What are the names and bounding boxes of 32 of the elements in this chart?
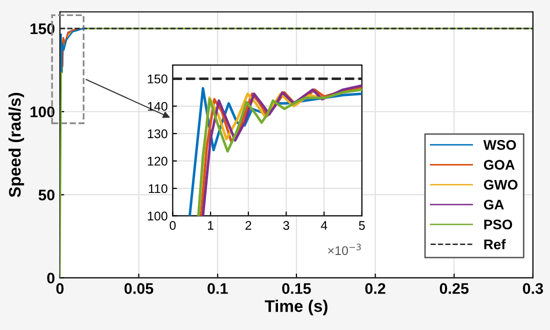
x-tick-label: 0.2 — [365, 283, 386, 294]
legend-label: WSO — [483, 140, 516, 150]
y-tick-label: 50 — [38, 190, 54, 200]
annotation: ×10$^{−3}$ — [328, 244, 361, 256]
x-tick-label: 5 — [358, 221, 365, 230]
x-tick-label: 0.25 — [440, 283, 469, 294]
x-tick-label: 0 — [170, 221, 176, 230]
x-tick-label: 0 — [56, 283, 64, 294]
y-tick-label: 0 — [47, 272, 54, 284]
legend-label: GOA — [484, 160, 515, 170]
x-axis-title: Time (s) — [264, 300, 328, 316]
legend-label: GA — [484, 200, 504, 210]
y-tick-label: 140 — [148, 102, 168, 111]
legend-label: Ref — [484, 239, 506, 250]
y-tick-label: 100 — [30, 106, 54, 118]
x-tick-label: 4 — [320, 221, 328, 230]
y-tick-label: 120 — [148, 156, 168, 166]
x-tick-label: 3 — [283, 221, 290, 230]
y-axis-title: Speed (rad/s) — [8, 92, 24, 198]
y-tick-label: 150 — [148, 74, 168, 84]
x-tick-label: 0.1 — [208, 283, 228, 294]
x-tick-label: 0.15 — [282, 283, 311, 294]
x-tick-label: 1 — [208, 221, 214, 230]
y-tick-label: 130 — [148, 129, 168, 138]
legend-label: PSO — [484, 220, 512, 230]
y-tick-label: 150 — [30, 23, 54, 34]
y-tick-label: 110 — [148, 184, 168, 194]
x-tick-label: 2 — [246, 221, 252, 230]
x-tick-label: 0.3 — [522, 283, 544, 294]
y-tick-label: 100 — [148, 212, 168, 220]
legend-label: GWO — [484, 180, 518, 190]
x-tick-label: 0.05 — [124, 283, 154, 294]
